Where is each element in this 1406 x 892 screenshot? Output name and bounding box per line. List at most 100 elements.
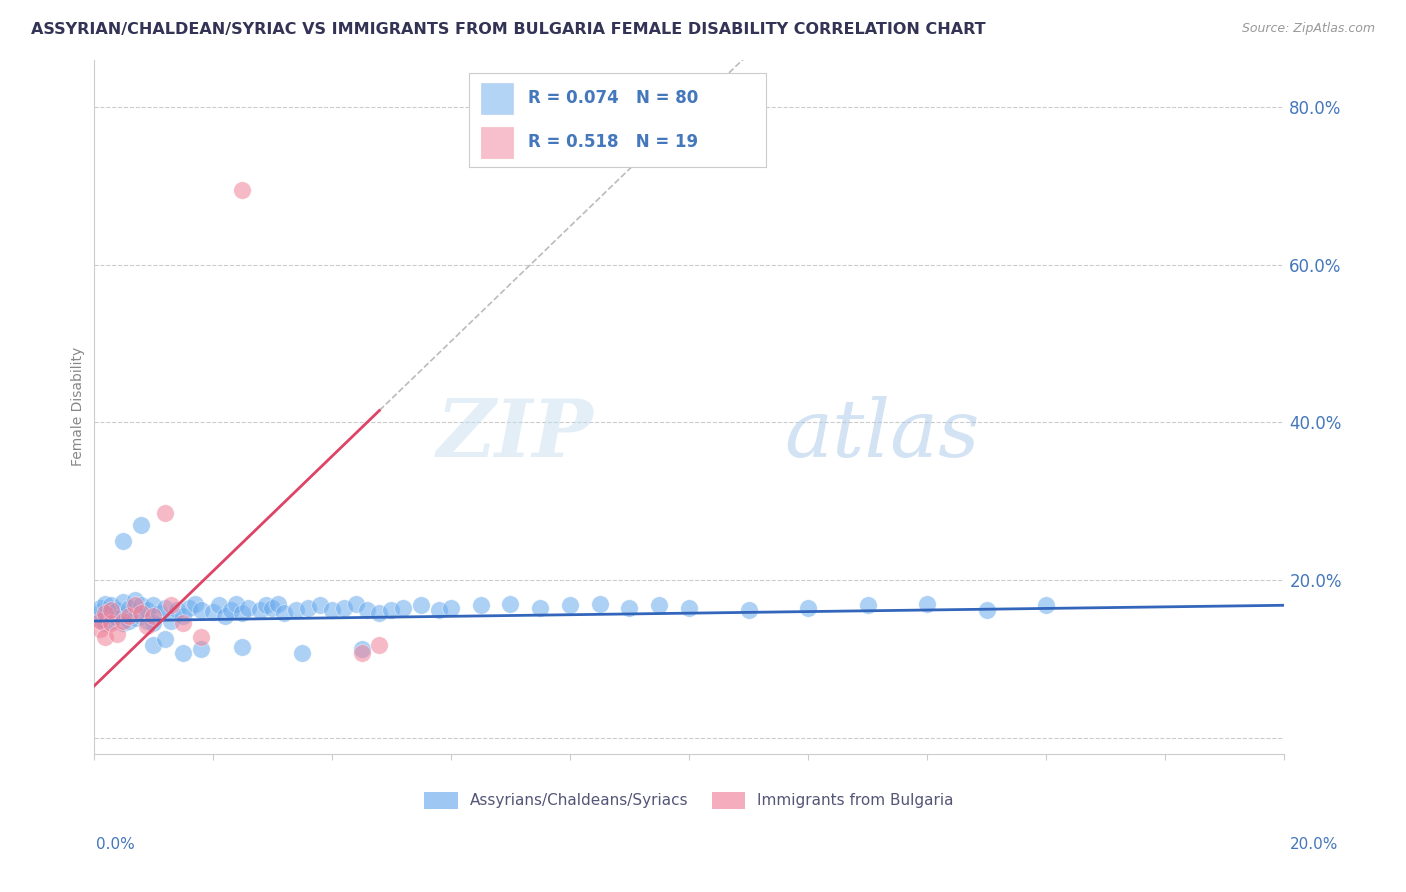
- Point: [619, 600, 641, 615]
- Point: [160, 614, 183, 628]
- Point: [112, 608, 135, 623]
- Point: [976, 603, 998, 617]
- Point: [297, 600, 319, 615]
- Point: [207, 599, 229, 613]
- Point: [100, 606, 122, 620]
- Point: [100, 614, 122, 628]
- Point: [124, 599, 146, 613]
- Point: [262, 600, 284, 615]
- Point: [89, 612, 111, 626]
- Point: [153, 506, 176, 520]
- Point: [129, 517, 152, 532]
- Point: [350, 646, 373, 660]
- Point: [368, 638, 391, 652]
- Point: [231, 183, 253, 197]
- Point: [1035, 599, 1057, 613]
- Point: [172, 608, 194, 623]
- Point: [94, 608, 117, 623]
- Point: [94, 606, 117, 620]
- Point: [89, 600, 111, 615]
- Point: [100, 616, 122, 631]
- Point: [100, 603, 122, 617]
- Point: [201, 605, 224, 619]
- Point: [249, 603, 271, 617]
- Point: [112, 533, 135, 548]
- Point: [678, 600, 700, 615]
- Legend: Assyrians/Chaldeans/Syriacs, Immigrants from Bulgaria: Assyrians/Chaldeans/Syriacs, Immigrants …: [418, 785, 960, 815]
- Point: [105, 603, 128, 617]
- Point: [273, 606, 295, 620]
- Point: [380, 603, 402, 617]
- Point: [409, 599, 432, 613]
- Point: [737, 603, 759, 617]
- Point: [267, 597, 290, 611]
- Point: [136, 614, 159, 628]
- Point: [184, 597, 207, 611]
- Point: [142, 608, 165, 623]
- Point: [89, 614, 111, 628]
- Point: [118, 600, 141, 615]
- Point: [499, 597, 522, 611]
- Point: [529, 600, 551, 615]
- Text: 20.0%: 20.0%: [1291, 838, 1339, 852]
- Point: [89, 605, 111, 619]
- Point: [440, 600, 463, 615]
- Point: [148, 606, 170, 620]
- Point: [231, 640, 253, 654]
- Point: [136, 619, 159, 633]
- Point: [856, 599, 879, 613]
- Point: [142, 638, 165, 652]
- Point: [321, 603, 343, 617]
- Point: [153, 600, 176, 615]
- Point: [648, 599, 671, 613]
- Point: [797, 600, 820, 615]
- Point: [214, 608, 236, 623]
- Point: [100, 599, 122, 613]
- Point: [160, 599, 183, 613]
- Point: [172, 646, 194, 660]
- Text: ASSYRIAN/CHALDEAN/SYRIAC VS IMMIGRANTS FROM BULGARIA FEMALE DISABILITY CORRELATI: ASSYRIAN/CHALDEAN/SYRIAC VS IMMIGRANTS F…: [31, 22, 986, 37]
- Point: [177, 600, 200, 615]
- Point: [190, 642, 212, 657]
- Point: [129, 608, 152, 623]
- Point: [105, 611, 128, 625]
- Point: [350, 642, 373, 657]
- Point: [153, 632, 176, 647]
- Point: [89, 622, 111, 636]
- Point: [172, 616, 194, 631]
- Point: [118, 608, 141, 623]
- Point: [308, 599, 330, 613]
- Point: [129, 606, 152, 620]
- Point: [589, 597, 612, 611]
- Point: [344, 597, 367, 611]
- Point: [332, 600, 354, 615]
- Text: Source: ZipAtlas.com: Source: ZipAtlas.com: [1241, 22, 1375, 36]
- Point: [470, 599, 492, 613]
- Point: [558, 599, 581, 613]
- Point: [190, 603, 212, 617]
- Point: [356, 603, 378, 617]
- Point: [285, 603, 308, 617]
- Point: [231, 606, 253, 620]
- Point: [112, 614, 135, 628]
- Point: [427, 603, 450, 617]
- Point: [136, 603, 159, 617]
- Point: [94, 630, 117, 644]
- Text: 0.0%: 0.0%: [96, 838, 135, 852]
- Point: [254, 599, 277, 613]
- Text: ZIP: ZIP: [437, 395, 593, 473]
- Point: [124, 611, 146, 625]
- Point: [118, 614, 141, 628]
- Point: [915, 597, 938, 611]
- Point: [392, 600, 415, 615]
- Point: [190, 630, 212, 644]
- Point: [142, 599, 165, 613]
- Point: [112, 595, 135, 609]
- Point: [94, 597, 117, 611]
- Point: [219, 603, 242, 617]
- Point: [105, 626, 128, 640]
- Point: [112, 616, 135, 631]
- Text: atlas: atlas: [785, 395, 980, 473]
- Point: [225, 597, 247, 611]
- Point: [94, 616, 117, 631]
